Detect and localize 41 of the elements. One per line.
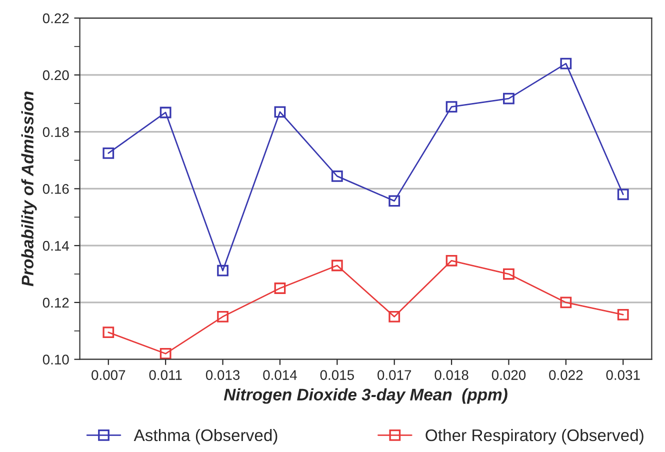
- point: [388, 195, 400, 207]
- point: [102, 147, 114, 159]
- y-tick-label: 0.16: [42, 184, 69, 194]
- point: [388, 310, 400, 322]
- x-tick-label: 0.022: [549, 370, 583, 380]
- point: [503, 92, 514, 104]
- point: [331, 260, 343, 272]
- point: [102, 326, 114, 338]
- point: [274, 282, 286, 294]
- point: [274, 106, 286, 118]
- x-tick-label: 0.014: [263, 370, 297, 380]
- x-tick-label: 0.017: [378, 370, 412, 380]
- point: [560, 296, 572, 308]
- point: [217, 264, 228, 276]
- y-tick-label: 0.22: [42, 13, 69, 24]
- point: [617, 308, 629, 320]
- y-axis-title: Probability of Admission: [21, 92, 37, 286]
- y-tick-label: 0.18: [42, 127, 69, 138]
- x-tick-label: 0.013: [206, 370, 240, 380]
- point: [331, 170, 343, 182]
- y-tick-label: 0.10: [42, 354, 69, 365]
- x-axis-title: Nitrogen Dioxide 3-day Mean (ppm): [224, 388, 508, 404]
- x-tick-label: 0.011: [149, 370, 182, 380]
- x-tick-label: 0.018: [434, 370, 468, 380]
- y-tick-label: 0.12: [42, 298, 69, 308]
- point: [160, 348, 172, 360]
- point: [503, 268, 514, 280]
- y-tick-label: 0.20: [42, 70, 69, 80]
- x-tick-label: 0.007: [92, 370, 126, 380]
- point: [446, 254, 458, 266]
- x-tick-label: 0.020: [492, 370, 526, 380]
- legend-label: Asthma (Observed): [134, 428, 278, 444]
- x-tick-label: 0.015: [320, 370, 354, 380]
- legend-label: Other Respiratory (Observed): [426, 428, 644, 444]
- point: [446, 101, 458, 113]
- point: [217, 310, 228, 322]
- y-tick-label: 0.14: [42, 240, 69, 251]
- point: [160, 106, 172, 118]
- point: [617, 188, 629, 200]
- point: [560, 58, 572, 70]
- x-tick-label: 0.031: [606, 370, 640, 380]
